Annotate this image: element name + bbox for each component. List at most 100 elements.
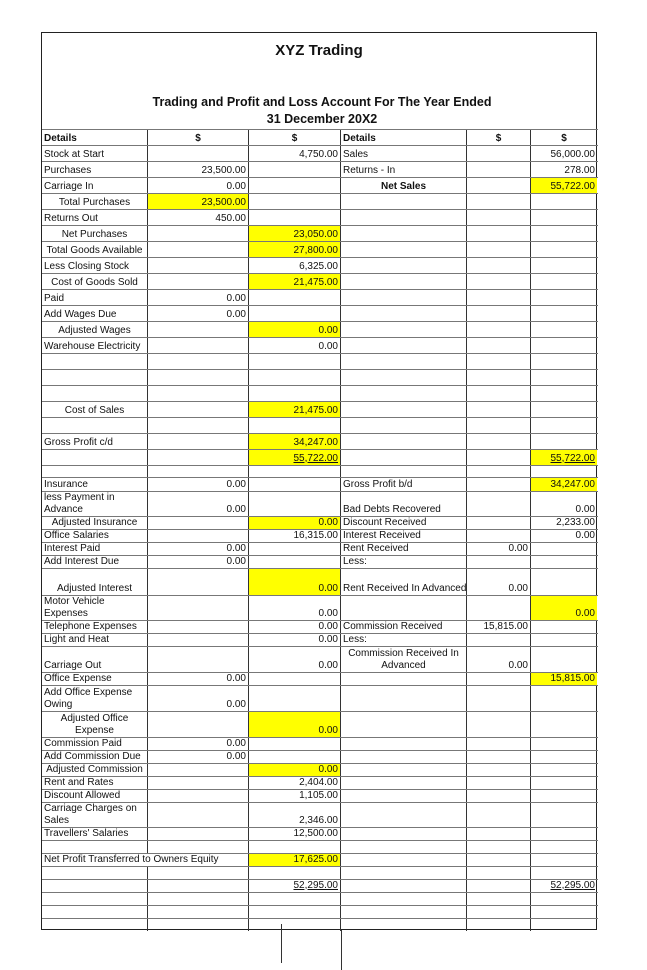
amount-cell[interactable]: [467, 210, 531, 225]
total-cell[interactable]: $: [531, 130, 597, 145]
amount-cell[interactable]: [148, 634, 249, 646]
total-cell[interactable]: [249, 919, 341, 931]
amount-cell[interactable]: [148, 880, 249, 892]
details-cell[interactable]: Adjusted Office Expense: [42, 712, 148, 737]
details-cell[interactable]: Details: [341, 130, 467, 145]
amount-cell[interactable]: 0.00: [467, 647, 531, 672]
details-cell[interactable]: [42, 354, 148, 369]
amount-cell[interactable]: [467, 274, 531, 289]
total-cell[interactable]: [531, 764, 597, 776]
details-cell[interactable]: [341, 226, 467, 241]
amount-cell[interactable]: [467, 867, 531, 879]
details-cell[interactable]: Adjusted Interest: [42, 569, 148, 595]
amount-cell[interactable]: 450.00: [148, 210, 249, 225]
amount-cell[interactable]: [467, 790, 531, 802]
details-cell[interactable]: Carriage In: [42, 178, 148, 193]
details-cell[interactable]: [42, 893, 148, 905]
total-cell[interactable]: [249, 466, 341, 477]
amount-cell[interactable]: 0.00: [148, 492, 249, 516]
details-cell[interactable]: [341, 434, 467, 449]
amount-cell[interactable]: [467, 418, 531, 433]
total-cell[interactable]: [531, 712, 597, 737]
amount-cell[interactable]: [467, 194, 531, 209]
amount-cell[interactable]: [467, 673, 531, 685]
details-cell[interactable]: Rent and Rates: [42, 777, 148, 789]
total-cell[interactable]: [531, 556, 597, 568]
details-cell[interactable]: Paid: [42, 290, 148, 305]
total-cell[interactable]: [531, 634, 597, 646]
amount-cell[interactable]: [148, 803, 249, 827]
total-cell[interactable]: [531, 751, 597, 763]
amount-cell[interactable]: [148, 569, 249, 595]
amount-cell[interactable]: [467, 634, 531, 646]
amount-cell[interactable]: [467, 906, 531, 918]
amount-cell[interactable]: [467, 162, 531, 177]
amount-cell[interactable]: 0.00: [148, 290, 249, 305]
details-cell[interactable]: Net Profit Transferred to Owners Equity: [42, 854, 249, 866]
details-cell[interactable]: [42, 450, 148, 465]
details-cell[interactable]: [42, 418, 148, 433]
amount-cell[interactable]: 0.00: [148, 673, 249, 685]
total-cell[interactable]: [249, 194, 341, 209]
amount-cell[interactable]: [467, 370, 531, 385]
total-cell[interactable]: [249, 556, 341, 568]
details-cell[interactable]: Carriage Out: [42, 647, 148, 672]
details-cell[interactable]: Gross Profit c/d: [42, 434, 148, 449]
details-cell[interactable]: [341, 194, 467, 209]
total-cell[interactable]: [531, 777, 597, 789]
details-cell[interactable]: Returns Out: [42, 210, 148, 225]
amount-cell[interactable]: [467, 556, 531, 568]
details-cell[interactable]: [341, 402, 467, 417]
amount-cell[interactable]: [467, 146, 531, 161]
amount-cell[interactable]: [467, 258, 531, 273]
amount-cell[interactable]: 0.00: [148, 306, 249, 321]
total-cell[interactable]: 23,050.00: [249, 226, 341, 241]
total-cell[interactable]: 0.00: [531, 492, 597, 516]
details-cell[interactable]: Less:: [341, 556, 467, 568]
amount-cell[interactable]: [148, 434, 249, 449]
details-cell[interactable]: [341, 210, 467, 225]
amount-cell[interactable]: [467, 893, 531, 905]
amount-cell[interactable]: [148, 466, 249, 477]
amount-cell[interactable]: [467, 178, 531, 193]
amount-cell[interactable]: [148, 841, 249, 853]
amount-cell[interactable]: [467, 686, 531, 711]
amount-cell[interactable]: [148, 906, 249, 918]
details-cell[interactable]: [341, 242, 467, 257]
details-cell[interactable]: Office Salaries: [42, 530, 148, 542]
amount-cell[interactable]: [467, 466, 531, 477]
amount-cell[interactable]: [467, 751, 531, 763]
amount-cell[interactable]: 0.00: [148, 751, 249, 763]
amount-cell[interactable]: [148, 621, 249, 633]
details-cell[interactable]: [341, 906, 467, 918]
total-cell[interactable]: [531, 828, 597, 840]
total-cell[interactable]: 0.00: [249, 634, 341, 646]
total-cell[interactable]: [531, 210, 597, 225]
total-cell[interactable]: [249, 751, 341, 763]
details-cell[interactable]: Details: [42, 130, 148, 145]
amount-cell[interactable]: [148, 790, 249, 802]
total-cell[interactable]: [249, 290, 341, 305]
total-cell[interactable]: 0.00: [249, 338, 341, 353]
total-cell[interactable]: 0.00: [249, 517, 341, 529]
amount-cell[interactable]: [467, 306, 531, 321]
details-cell[interactable]: Adjusted Commission: [42, 764, 148, 776]
details-cell[interactable]: Rent Received: [341, 543, 467, 555]
total-cell[interactable]: 0.00: [531, 530, 597, 542]
total-cell[interactable]: [531, 274, 597, 289]
details-cell[interactable]: Less Closing Stock: [42, 258, 148, 273]
amount-cell[interactable]: [148, 450, 249, 465]
total-cell[interactable]: [531, 386, 597, 401]
details-cell[interactable]: [341, 803, 467, 827]
total-cell[interactable]: 2,404.00: [249, 777, 341, 789]
details-cell[interactable]: Carriage Charges on Sales: [42, 803, 148, 827]
amount-cell[interactable]: [148, 146, 249, 161]
total-cell[interactable]: [531, 569, 597, 595]
details-cell[interactable]: [42, 466, 148, 477]
details-cell[interactable]: [341, 764, 467, 776]
total-cell[interactable]: [249, 673, 341, 685]
details-cell[interactable]: Light and Heat: [42, 634, 148, 646]
details-cell[interactable]: Interest Received: [341, 530, 467, 542]
total-cell[interactable]: [249, 386, 341, 401]
details-cell[interactable]: Cost of Goods Sold: [42, 274, 148, 289]
